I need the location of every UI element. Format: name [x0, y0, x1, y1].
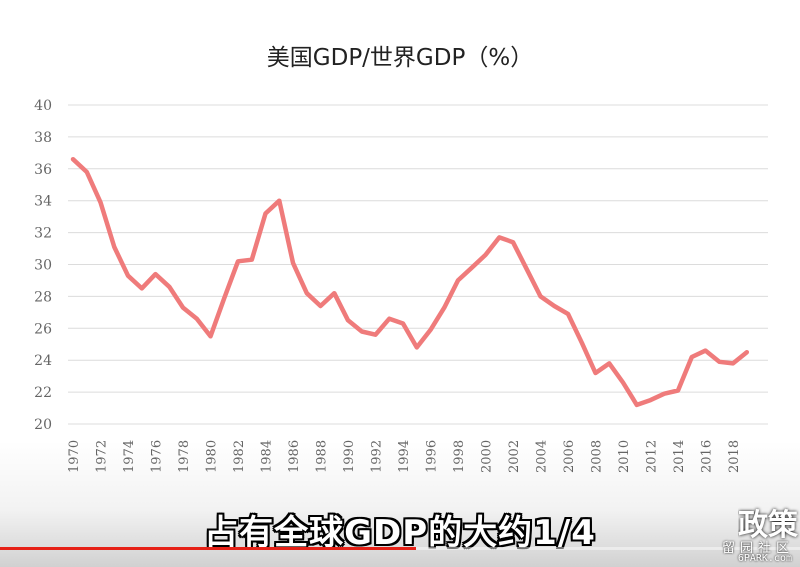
video-progress-bar[interactable]	[0, 547, 800, 550]
x-tick-labels: 1970 1972 1974 1976 1978 1980 1982 1984 1986 1988…	[67, 440, 742, 473]
gridlines	[68, 104, 768, 425]
x-tick-label: 2012	[645, 440, 660, 473]
watermark-text: 留园社区	[721, 541, 794, 556]
y-tick-label: 30	[34, 258, 52, 274]
y-tick-label: 28	[34, 289, 52, 305]
y-tick-label: 34	[34, 194, 52, 210]
x-tick-label: 1980	[205, 440, 220, 473]
x-tick-label: 1996	[425, 440, 440, 473]
x-tick-label: 1998	[452, 440, 467, 473]
y-tick-label: 36	[34, 162, 52, 178]
x-tick-label: 1994	[397, 440, 412, 473]
x-tick-label: 1986	[287, 440, 302, 473]
x-tick-label: 1988	[315, 440, 330, 473]
x-tick-label: 1970	[67, 440, 82, 473]
x-tick-label: 1992	[370, 440, 385, 473]
x-tick-label: 2004	[535, 440, 550, 473]
x-tick-label: 2018	[727, 440, 742, 473]
x-tick-label: 1972	[95, 440, 110, 473]
chart-title: 美国GDP/世界GDP（%）	[266, 45, 534, 71]
x-tick-label: 2000	[480, 440, 495, 473]
y-tick-label: 20	[34, 417, 52, 433]
corner-caption: 政策	[738, 508, 798, 543]
video-subtitle: 占有全球GDP的大约1/4	[204, 513, 596, 553]
x-tick-label: 1990	[342, 440, 357, 473]
x-tick-label: 1984	[260, 440, 275, 473]
x-tick-label: 1982	[232, 440, 247, 473]
x-tick-label: 2014	[672, 440, 687, 473]
y-tick-labels: 20 22 24 26 28 30 32 34 36 38 40	[34, 98, 52, 433]
y-tick-label: 38	[34, 130, 52, 146]
x-tick-label: 1974	[122, 440, 137, 473]
x-tick-label: 2006	[562, 440, 577, 473]
x-tick-label: 2002	[507, 440, 522, 473]
y-tick-label: 32	[34, 226, 52, 242]
video-progress-fill	[0, 547, 416, 550]
x-tick-label: 1978	[177, 440, 192, 473]
x-tick-label: 2008	[590, 440, 605, 473]
x-tick-label: 2010	[617, 440, 632, 473]
x-tick-label: 1976	[150, 440, 165, 473]
y-tick-label: 40	[34, 98, 52, 114]
y-tick-label: 22	[34, 385, 52, 401]
series-layer	[70, 156, 750, 408]
y-tick-label: 26	[34, 321, 52, 337]
watermark-url: 6PARK.com	[737, 553, 792, 564]
series-line	[70, 156, 750, 408]
x-tick-label: 2016	[700, 440, 715, 473]
y-tick-label: 24	[34, 353, 52, 369]
